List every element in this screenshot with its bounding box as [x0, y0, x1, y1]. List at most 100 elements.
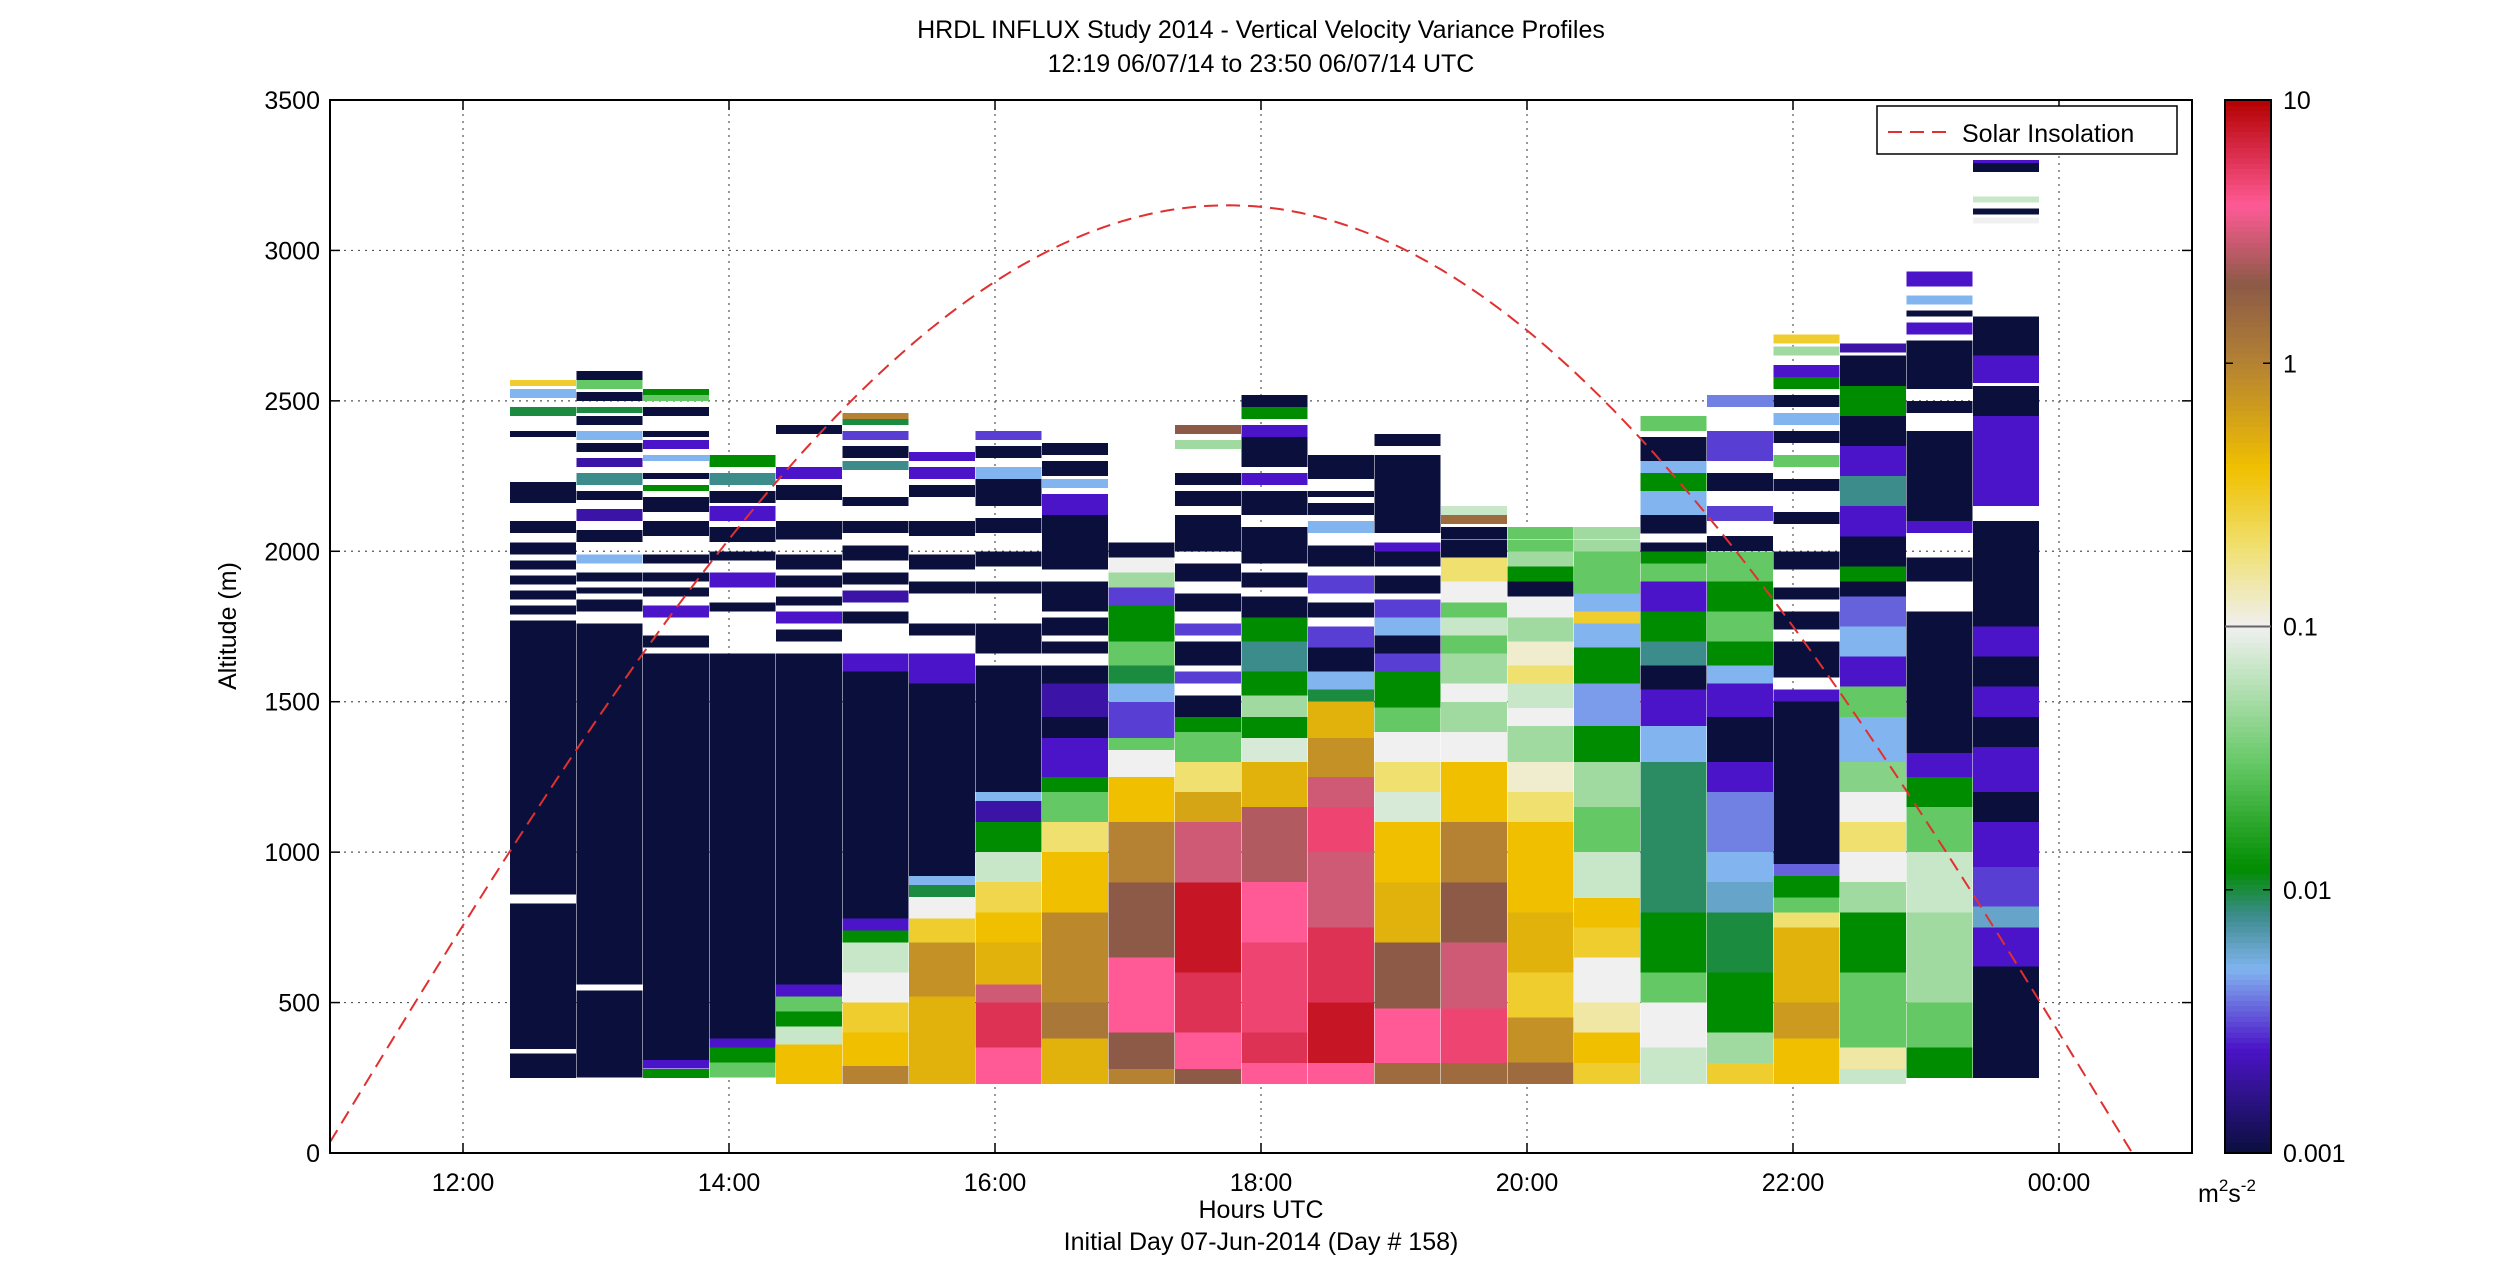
profile-column [1174, 424, 1241, 1084]
variance-cell [1573, 927, 1640, 958]
colorbar-segment [2225, 426, 2271, 433]
colorbar-segment [2225, 1100, 2271, 1107]
variance-cell [1307, 626, 1374, 648]
variance-cell [1906, 1002, 1973, 1048]
variance-cell [576, 406, 643, 413]
variance-cell [1041, 581, 1108, 612]
variance-cell [1706, 536, 1773, 552]
colorbar-segment [2225, 963, 2271, 970]
variance-cell [908, 876, 975, 886]
colorbar-segment [2225, 847, 2271, 854]
colorbar-segment [2225, 110, 2271, 117]
colorbar-segment [2225, 984, 2271, 991]
variance-cell [1507, 527, 1574, 540]
variance-cell [1706, 506, 1773, 522]
variance-cell [908, 521, 975, 537]
colorbar-segment [2225, 663, 2271, 670]
y-axis-ticks: 0 500 1000 1500 2000 2500 3000 3500 [264, 87, 2192, 1168]
variance-cell [1906, 912, 1973, 1003]
colorbar-segment [2225, 315, 2271, 322]
colorbar-segment [2225, 752, 2271, 759]
variance-cell [709, 653, 776, 1039]
variance-cell [1972, 656, 2039, 687]
colorbar-segment [2225, 1131, 2271, 1138]
colorbar-segment [2225, 552, 2271, 559]
variance-cell [1174, 761, 1241, 792]
variance-cell [908, 996, 975, 1063]
variance-cell [1972, 792, 2039, 823]
variance-cell [709, 506, 776, 522]
variance-cell [709, 527, 776, 543]
y-axis-label: Altitude (m) [214, 562, 242, 690]
colorbar-segment [2225, 637, 2271, 643]
colorbar-tick-label: 0.1 [2283, 614, 2318, 642]
variance-cell [1906, 271, 1973, 287]
variance-cell [1706, 716, 1773, 762]
variance-cell [1573, 897, 1640, 928]
variance-cell [1241, 473, 1308, 486]
variance-cell [509, 379, 576, 386]
variance-cell [775, 1026, 842, 1045]
y-tick-label: 1000 [264, 839, 320, 867]
variance-cell [1573, 647, 1640, 684]
variance-cell [1972, 867, 2039, 907]
variance-cell [1374, 792, 1441, 823]
colorbar [2225, 100, 2271, 1154]
variance-cell [1108, 1032, 1175, 1069]
variance-cell [642, 572, 709, 582]
variance-cell [908, 846, 975, 877]
colorbar-segment [2225, 463, 2271, 470]
variance-cell [975, 852, 1042, 883]
colorbar-segment [2225, 979, 2271, 986]
variance-cell [1374, 542, 1441, 552]
colorbar-segment [2225, 263, 2271, 270]
legend-solar-label: Solar Insolation [1962, 120, 2134, 148]
chart-title: HRDL INFLUX Study 2014 - Vertical Veloci… [917, 16, 1605, 44]
variance-cell [1307, 689, 1374, 702]
profile-column [1108, 542, 1175, 1084]
colorbar-segment [2225, 1052, 2271, 1059]
variance-cell [509, 388, 576, 398]
variance-cell [1241, 716, 1308, 738]
variance-cell [1108, 701, 1175, 738]
variance-cell [1706, 1032, 1773, 1063]
variance-cell [1573, 611, 1640, 624]
variance-cell [1174, 1068, 1241, 1084]
variance-cell [1773, 897, 1840, 913]
variance-cell [1108, 665, 1175, 684]
variance-cell [1839, 761, 1906, 792]
colorbar-segment [2225, 810, 2271, 817]
colorbar-segment [2225, 958, 2271, 965]
colorbar-segment [2225, 547, 2271, 554]
variance-cell [1573, 1032, 1640, 1063]
variance-cell [1573, 1062, 1640, 1084]
variance-cell [1839, 536, 1906, 567]
colorbar-segment [2225, 831, 2271, 838]
variance-cell [908, 581, 975, 594]
variance-cell [1839, 686, 1906, 717]
colorbar-segment [2225, 442, 2271, 449]
variance-cell [842, 572, 909, 585]
colorbar-segment [2225, 231, 2271, 238]
variance-cell [1839, 822, 1906, 853]
variance-cell [1640, 542, 1707, 552]
variance-cell [1174, 882, 1241, 973]
colorbar-segment [2225, 436, 2271, 443]
variance-cell [1440, 506, 1507, 516]
variance-cell [709, 1062, 776, 1078]
colorbar-units-exp1: 2 [2219, 1176, 2228, 1195]
variance-cell [1108, 822, 1175, 883]
variance-cell [1640, 581, 1707, 612]
colorbar-segment [2225, 615, 2271, 622]
colorbar-segment [2225, 700, 2271, 707]
colorbar-segment [2225, 421, 2271, 428]
colorbar-segment [2225, 1105, 2271, 1112]
variance-cell [1706, 611, 1773, 642]
variance-cell [1839, 476, 1906, 507]
variance-cell [1307, 455, 1374, 480]
colorbar-segment [2225, 152, 2271, 159]
variance-cell [1706, 1062, 1773, 1084]
variance-cell [1573, 593, 1640, 612]
variance-cell [1440, 635, 1507, 654]
variance-cell [1307, 807, 1374, 853]
